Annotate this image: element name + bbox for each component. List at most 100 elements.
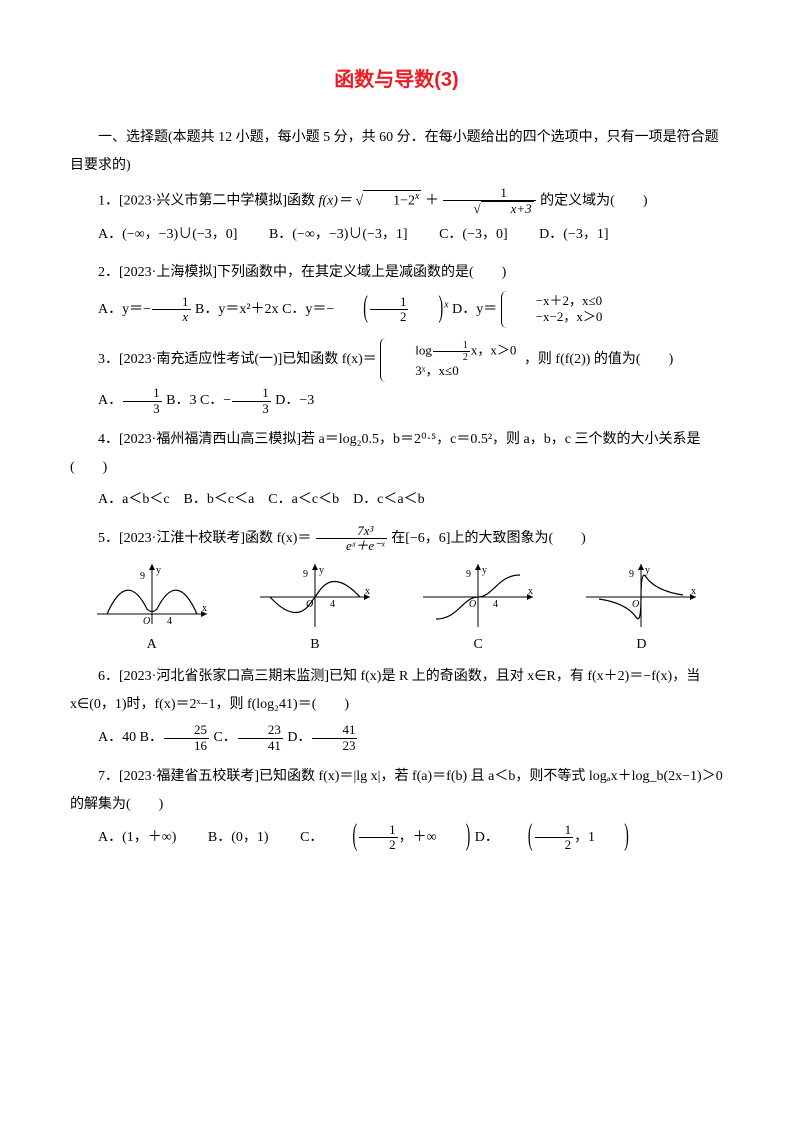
q3C-d: 3 — [232, 402, 271, 416]
q5-frac: 7x³ eˣ＋e⁻ˣ — [316, 524, 387, 554]
q6C-pre: C． — [213, 730, 236, 745]
origin-label: O — [469, 599, 476, 610]
q2D-l1: −x＋2，x≤0 — [508, 293, 603, 310]
q3-opt-a: A．13 — [98, 393, 163, 408]
q3-line1: log12x，x＞0 — [387, 340, 516, 363]
q3-stem-a: 3．[2023·南充适应性考试(一)]已知函数 f(x)＝ — [98, 353, 377, 368]
q3C-pre: C．− — [200, 393, 231, 408]
q3-stem-b: ，则 f(f(2)) 的值为( ) — [524, 353, 673, 368]
chart-d-label: D — [571, 631, 711, 659]
q3-opt-b: B．3 — [166, 393, 196, 408]
y-label: y — [156, 565, 161, 576]
q7D-pre: D． — [475, 830, 499, 845]
q2C-pre: C．y＝− — [282, 302, 334, 317]
chart-a: y x O 4 9 A — [82, 559, 222, 659]
question-2: 2．[2023·上海模拟]下列函数中，在其定义域上是减函数的是( ) — [70, 259, 723, 287]
q2C-bn: 1 — [370, 295, 409, 310]
arrow-icon — [312, 564, 318, 570]
q3A-d: 3 — [123, 402, 162, 416]
q7C-pre: C． — [300, 830, 323, 845]
tick-x: 4 — [493, 599, 498, 610]
q1-opt-a: A．(−∞，−3)∪(−3，0] — [98, 227, 265, 242]
x-label: x — [202, 603, 207, 614]
q3-l2: 3ˣ，x≤0 — [387, 363, 516, 380]
q1-options: A．(−∞，−3)∪(−3，0] B．(−∞，−3)∪(−3，1] C．(−3，… — [70, 221, 723, 249]
arrow-icon — [475, 564, 481, 570]
q1-opt-c: C．(−3，0] — [439, 227, 536, 242]
q4-options: A．a＜b＜c B．b＜c＜a C．a＜c＜b D．c＜a＜b — [70, 486, 723, 514]
chart-b-label: B — [245, 631, 385, 659]
q2-opt-a: A．y＝−1x — [98, 302, 192, 317]
q7-opt-b: B．(0，1) — [208, 830, 297, 845]
q6D-n: 41 — [312, 723, 357, 738]
q6B-n: 25 — [164, 723, 209, 738]
q5-stem-b: 在[−6，6]上的大致图象为( ) — [391, 531, 586, 546]
q6-opt-b: B．2516 — [140, 730, 210, 745]
q6-options: A．40 B．2516 C．2341 D．4123 — [70, 723, 723, 753]
x-label: x — [365, 586, 370, 597]
question-1: 1．[2023·兴义市第二中学模拟]函数 f(x)＝ 1−2x ＋ 1 x+3 … — [70, 186, 723, 217]
q3-l1d: 2 — [433, 352, 470, 363]
q6-opt-d: D．4123 — [287, 730, 358, 745]
sqrt-icon — [355, 194, 363, 209]
page-title: 函数与导数(3) — [70, 60, 723, 100]
q1-frac-den: x+3 — [443, 201, 535, 216]
q3-l1a: log — [415, 343, 432, 358]
chart-a-label: A — [82, 631, 222, 659]
q5-num: 7x³ — [316, 524, 387, 539]
sqrt-icon — [473, 201, 480, 216]
q1-stem-b: 的定义域为( ) — [540, 194, 647, 209]
q7-opt-a: A．(1，＋∞) — [98, 830, 204, 845]
q2D-pre: D．y＝ — [452, 302, 497, 317]
q2-options: A．y＝−1x B．y＝x²＋2x C．y＝−(12)x D．y＝ −x＋2，x… — [70, 291, 723, 329]
q1-sqrt1: 1−2x — [363, 190, 421, 209]
tick-y: 9 — [140, 571, 145, 582]
q2-opt-b: B．y＝x²＋2x — [195, 302, 279, 317]
origin-label: O — [306, 599, 313, 610]
q6D-d: 23 — [312, 739, 357, 753]
arrow-icon — [149, 564, 155, 570]
origin-label: O — [143, 616, 150, 627]
q3A-pre: A． — [98, 393, 122, 408]
q1-opt-d: D．(−3，1] — [539, 227, 608, 242]
tick-y: 9 — [466, 569, 471, 580]
chart-b: y x O 4 9 B — [245, 559, 385, 659]
q5-den: eˣ＋e⁻ˣ — [316, 539, 387, 553]
origin-label: O — [632, 599, 639, 610]
chart-c-label: C — [408, 631, 548, 659]
tick-x: 4 — [167, 616, 172, 627]
q7D-n: 1 — [535, 823, 574, 838]
section-intro: 一、选择题(本题共 12 小题，每小题 5 分，共 60 分．在每小题给出的四个… — [70, 124, 723, 180]
question-5: 5．[2023·江淮十校联考]函数 f(x)＝ 7x³ eˣ＋e⁻ˣ 在[−6，… — [70, 524, 723, 554]
q3-opt-c: C．−13 — [200, 393, 272, 408]
y-label: y — [319, 565, 324, 576]
arrow-icon — [638, 564, 644, 570]
q7C-d: 2 — [359, 838, 398, 852]
q7D-t: ，1 — [574, 830, 595, 845]
tick-x: 4 — [330, 599, 335, 610]
q2-opt-d: D．y＝ −x＋2，x≤0 −x−2，x＞0 — [452, 302, 606, 317]
q2-opt-c: C．y＝−(12)x — [282, 302, 449, 317]
q5-charts: y x O 4 9 A y x O 4 9 B — [70, 559, 723, 659]
q2A-num: 1 — [152, 295, 191, 310]
piecewise-icon: −x＋2，x≤0 −x−2，x＞0 — [501, 291, 607, 329]
q1-frac-num: 1 — [443, 186, 535, 201]
q2A-den: x — [152, 310, 191, 324]
q1-fx: f(x)＝ — [319, 194, 352, 209]
q1-sqrt1-base: 1−2 — [393, 194, 415, 209]
x-label: x — [528, 586, 533, 597]
q3A-n: 1 — [123, 386, 162, 401]
q6-opt-a: A．40 — [98, 730, 136, 745]
q6D-pre: D． — [287, 730, 311, 745]
q6C-n: 23 — [238, 723, 283, 738]
q2C-bd: 2 — [370, 310, 409, 324]
q1-frac-den-rad: x+3 — [481, 201, 534, 216]
q1-frac: 1 x+3 — [443, 186, 535, 217]
chart-c: y x O 4 9 C — [408, 559, 548, 659]
q3C-n: 1 — [232, 386, 271, 401]
q3-l1b: x，x＞0 — [471, 343, 517, 358]
x-label: x — [691, 586, 696, 597]
y-label: y — [645, 565, 650, 576]
q1-opt-b: B．(−∞，−3)∪(−3，1] — [269, 227, 436, 242]
question-6: 6．[2023·河北省张家口高三期末监测]已知 f(x)是 R 上的奇函数，且对… — [70, 663, 723, 719]
